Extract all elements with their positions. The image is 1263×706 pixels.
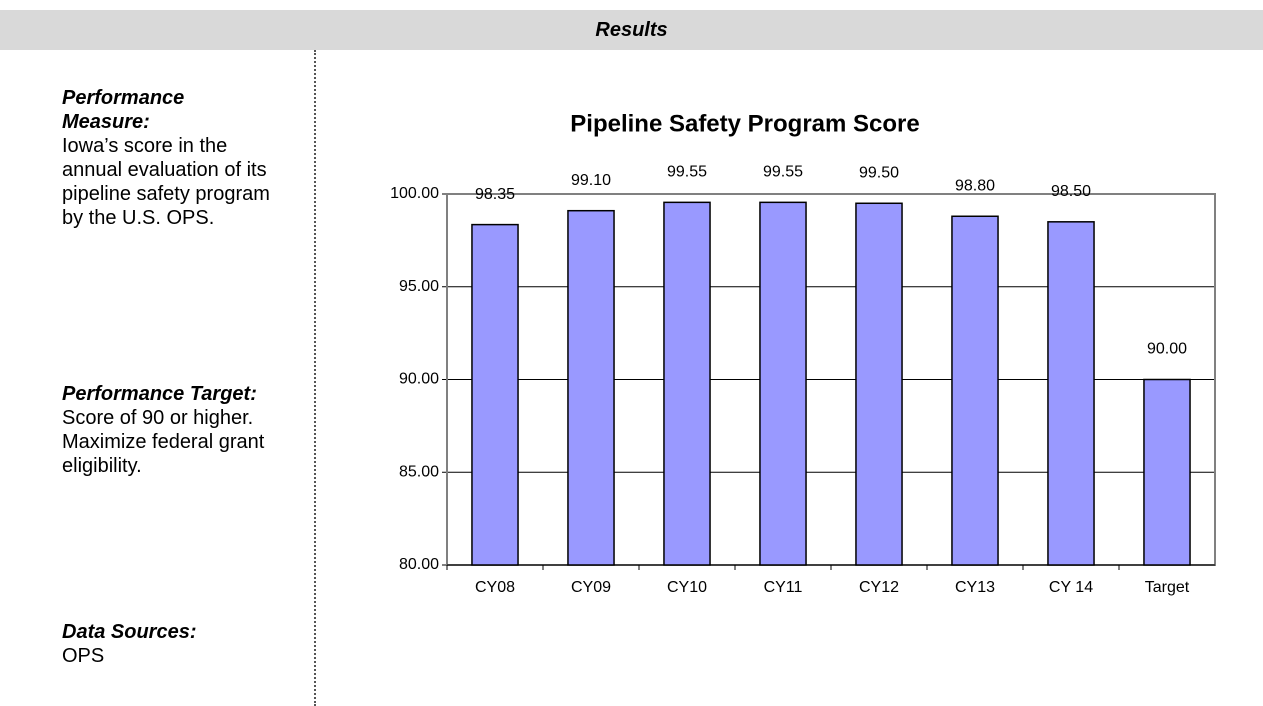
header-title: Results xyxy=(0,10,1263,50)
bar xyxy=(759,201,807,566)
divider xyxy=(314,50,316,706)
data-label: 90.00 xyxy=(1147,341,1187,358)
section-text: OPS xyxy=(62,645,105,667)
data-label: 98.80 xyxy=(955,177,995,194)
x-tick-label: CY09 xyxy=(571,579,611,596)
data-label: 98.35 xyxy=(475,186,515,203)
data-label: 99.55 xyxy=(667,164,707,181)
data-label: 99.10 xyxy=(571,172,611,189)
x-tick-label: CY12 xyxy=(859,579,899,596)
bar xyxy=(951,215,999,566)
section-text: Score of 90 or higher. Maximize federal … xyxy=(62,407,265,477)
section-text: Iowa’s score in the annual evaluation of… xyxy=(62,135,270,229)
section: Data Sources: OPS xyxy=(62,620,272,668)
x-tick-label: CY11 xyxy=(764,579,803,596)
section: Performance Measure: Iowa’s score in the… xyxy=(62,86,272,230)
data-label: 99.55 xyxy=(763,164,803,181)
y-tick-label: 90.00 xyxy=(399,371,439,388)
chart-title: Pipeline Safety Program Score xyxy=(570,110,919,137)
section-heading: Data Sources: xyxy=(62,621,197,643)
y-tick-label: 85.00 xyxy=(399,463,439,480)
x-tick-label: Target xyxy=(1145,579,1190,596)
bar xyxy=(567,209,615,566)
bar xyxy=(471,223,519,566)
x-tick-label: CY10 xyxy=(667,579,707,596)
section-heading: Performance Target: xyxy=(62,383,257,405)
y-tick-label: 80.00 xyxy=(399,556,439,573)
x-tick-label: CY08 xyxy=(475,579,515,596)
y-tick-label: 95.00 xyxy=(399,278,439,295)
bar xyxy=(1047,221,1095,566)
x-tick-label: CY13 xyxy=(955,579,995,596)
data-label: 99.50 xyxy=(859,164,899,181)
data-label: 98.50 xyxy=(1051,183,1091,200)
section: Performance Target: Score of 90 or highe… xyxy=(62,382,272,478)
x-tick-label: CY 14 xyxy=(1049,579,1093,596)
bar xyxy=(1143,378,1191,566)
bar xyxy=(663,201,711,566)
bar xyxy=(855,202,903,566)
section-heading: Performance Measure: xyxy=(62,87,185,133)
y-tick-label: 100.00 xyxy=(390,185,439,202)
